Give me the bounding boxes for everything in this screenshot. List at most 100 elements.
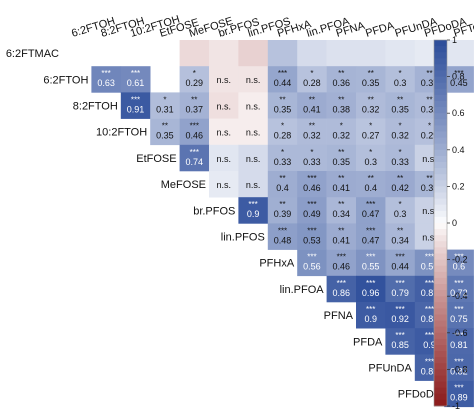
colorbar-segment [434, 259, 447, 267]
cell-significance: *** [425, 305, 434, 314]
colorbar-tick-label: 0.2 [452, 181, 465, 191]
cell-value: n.s. [422, 232, 437, 242]
colorbar-segment [434, 64, 447, 71]
cell-value: 0.49 [303, 209, 321, 219]
colorbar-tick-label: -0.6 [452, 328, 468, 338]
cell-value: 0.28 [303, 78, 321, 88]
colorbar-segment [434, 101, 447, 108]
cell-value: 0.34 [333, 209, 351, 219]
cell-value: 0.3 [394, 209, 407, 219]
heatmap-cell [385, 249, 416, 277]
heatmap-cell [356, 275, 386, 303]
colorbar-segment [434, 229, 447, 236]
cell-significance: ** [397, 95, 403, 104]
heatmap-cell [326, 171, 357, 198]
cell-value: 0.87 [421, 288, 439, 298]
row-label: 6:2FTOH [43, 74, 88, 86]
cell-significance: *** [395, 279, 404, 288]
cell-significance: * [399, 148, 402, 157]
cell-value: 0.41 [303, 104, 321, 114]
cell-significance: *** [454, 357, 463, 366]
colorbar-segment [434, 162, 447, 169]
row-label: lin.PFOS [221, 232, 265, 244]
heatmap-cell [209, 92, 239, 119]
cell-significance: *** [366, 305, 375, 314]
cell-significance: ** [279, 200, 285, 209]
cell-value: 0.35 [362, 78, 380, 88]
cell-significance: *** [425, 357, 434, 366]
colorbar-tick-label: 0.6 [452, 108, 465, 118]
cell-value: 0.46 [186, 131, 204, 141]
row-label: PFDoDA [398, 389, 442, 401]
cell-value: 0.32 [333, 131, 351, 141]
row-label: 6:2FTMAC [6, 48, 59, 60]
cell-value: 0.35 [274, 104, 292, 114]
colorbar-segment [434, 113, 447, 120]
colorbar-segment [434, 82, 447, 90]
heatmap-cell [356, 92, 386, 119]
cell-value: 0.34 [391, 235, 409, 245]
cell-significance: *** [395, 253, 404, 262]
heatmap-cell [238, 197, 269, 224]
heatmap-cells: ***0.63***0.61*0.29 n.s. n.s.***0.44*0.28*… [91, 40, 474, 408]
heatmap-cell [444, 354, 474, 381]
cell-value: 0.53 [303, 235, 321, 245]
heatmap-cell [356, 171, 386, 198]
colorbar-tick-label: 1 [452, 35, 457, 45]
heatmap-cell [238, 66, 269, 93]
cell-significance: * [369, 148, 372, 157]
cell-significance: *** [190, 148, 199, 157]
colorbar-segment [434, 155, 447, 163]
cell-value: 0.82 [450, 366, 468, 376]
cell-value: n.s. [216, 128, 231, 138]
colorbar-segment [434, 351, 447, 358]
row-label: lin.PFOA [280, 284, 325, 296]
cell-value: 0.85 [391, 340, 409, 350]
heatmap-cell [326, 66, 357, 93]
cell-significance: ** [338, 200, 344, 209]
cell-significance: ** [338, 95, 344, 104]
colorbar-segment [434, 186, 447, 193]
cell-value: 0.91 [127, 104, 145, 114]
cell-value: 0.3 [364, 157, 377, 167]
colorbar-segment [434, 357, 447, 364]
cell-value: 0.89 [450, 393, 468, 403]
heatmap-cell [209, 118, 239, 146]
colorbar-segment [434, 387, 447, 395]
cell-significance: ** [162, 122, 168, 131]
heatmap-cell [297, 66, 327, 93]
cell-significance: *** [395, 331, 404, 340]
cell-significance: ** [368, 174, 374, 183]
heatmap-cell [209, 144, 239, 172]
heatmap-cell [356, 223, 386, 250]
row-label: PFHxA [259, 258, 295, 270]
cell-significance: ** [338, 148, 344, 157]
cell-value: 0.55 [362, 262, 380, 272]
row-label: br.PFOS [193, 205, 235, 217]
cell-value: 0.4 [364, 183, 377, 193]
heatmap-cell [179, 40, 210, 67]
colorbar-segment [434, 204, 447, 212]
heatmap-cell [267, 223, 298, 250]
cell-value: 0.4 [276, 183, 289, 193]
colorbar-segment [434, 271, 447, 279]
cell-significance: * [163, 95, 166, 104]
cell-value: 0.92 [391, 314, 409, 324]
cell-value: 0.63 [97, 78, 115, 88]
cell-significance: *** [366, 200, 375, 209]
cell-value: 0.72 [450, 288, 468, 298]
cell-significance: * [369, 122, 372, 131]
row-label: 10:2FTOH [96, 127, 147, 139]
colorbar-tick-label: 0.4 [452, 145, 465, 155]
colorbar-segment [434, 174, 447, 181]
colorbar-segment [434, 332, 447, 340]
colorbar-segment [434, 247, 447, 254]
cell-value: 0.28 [274, 131, 292, 141]
heatmap-cell [297, 144, 327, 172]
cell-significance: *** [307, 200, 316, 209]
colorbar-segment [434, 277, 447, 285]
cell-significance: * [428, 122, 431, 131]
heatmap-cell [297, 40, 327, 67]
heatmap-cell [356, 302, 386, 329]
cell-significance: ** [338, 226, 344, 235]
